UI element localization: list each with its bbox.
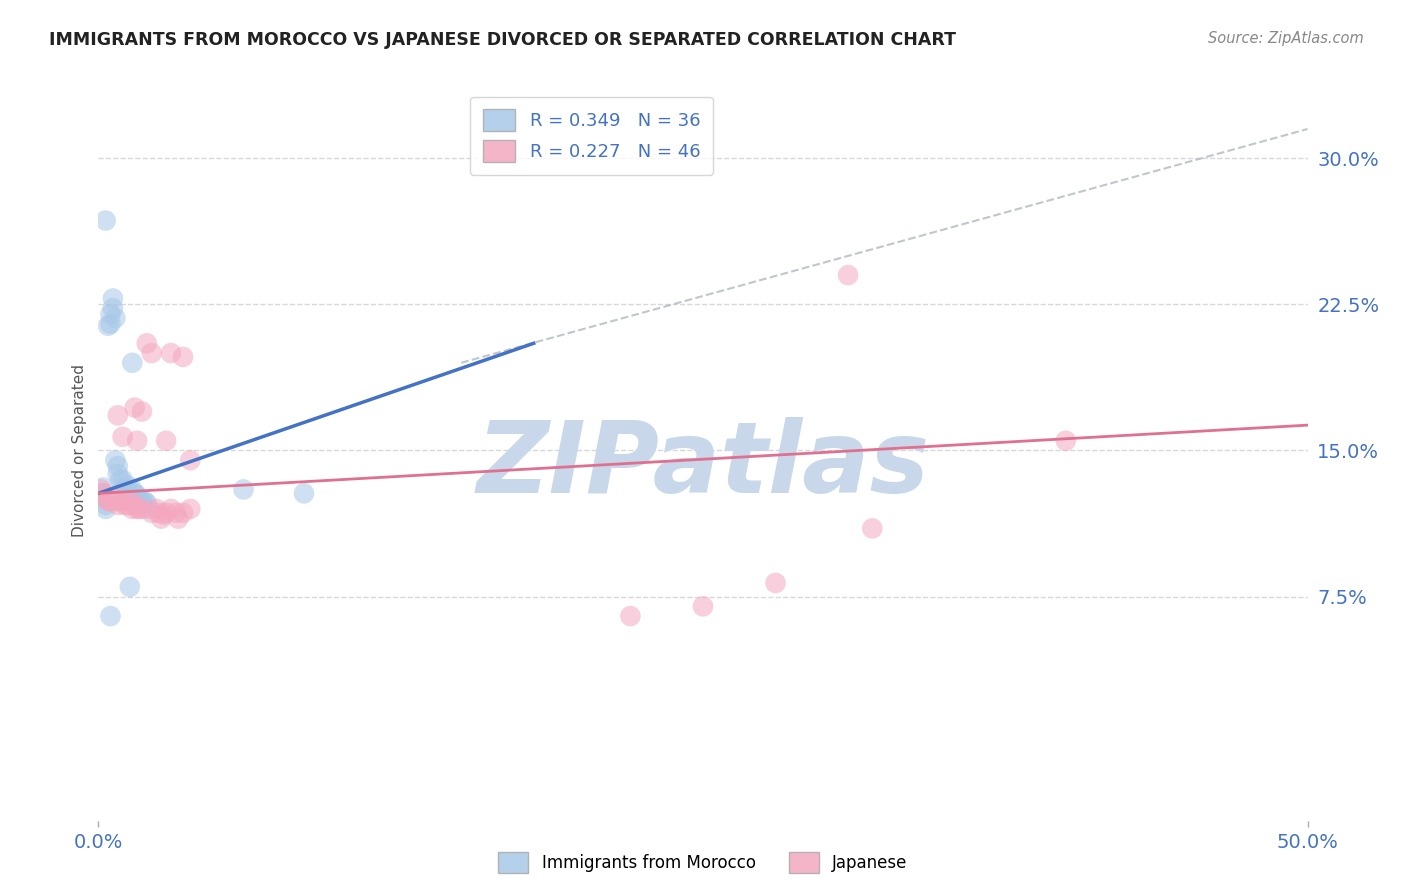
- Point: [121, 483, 143, 497]
- Point: [107, 458, 129, 473]
- Point: [111, 430, 134, 444]
- Point: [114, 498, 136, 512]
- Legend: R = 0.349   N = 36, R = 0.227   N = 46: R = 0.349 N = 36, R = 0.227 N = 46: [470, 96, 713, 175]
- Point: [141, 506, 163, 520]
- Text: ZIPatlas: ZIPatlas: [477, 417, 929, 514]
- Point: [232, 483, 254, 497]
- Point: [138, 502, 160, 516]
- Point: [860, 521, 883, 535]
- Point: [94, 502, 117, 516]
- Point: [179, 453, 201, 467]
- Point: [100, 317, 122, 331]
- Point: [165, 506, 187, 520]
- Point: [91, 486, 114, 500]
- Point: [155, 434, 177, 448]
- Point: [131, 494, 153, 508]
- Point: [127, 488, 149, 502]
- Legend: Immigrants from Morocco, Japanese: Immigrants from Morocco, Japanese: [492, 846, 914, 880]
- Point: [97, 492, 120, 507]
- Point: [117, 486, 139, 500]
- Text: IMMIGRANTS FROM MOROCCO VS JAPANESE DIVORCED OR SEPARATED CORRELATION CHART: IMMIGRANTS FROM MOROCCO VS JAPANESE DIVO…: [49, 31, 956, 49]
- Point: [90, 483, 112, 497]
- Point: [121, 502, 143, 516]
- Point: [837, 268, 859, 282]
- Point: [91, 486, 114, 500]
- Point: [100, 494, 122, 508]
- Point: [135, 496, 157, 510]
- Point: [108, 494, 131, 508]
- Point: [160, 346, 183, 360]
- Point: [111, 473, 134, 487]
- Point: [111, 483, 134, 497]
- Point: [104, 494, 127, 508]
- Point: [121, 356, 143, 370]
- Point: [117, 498, 139, 512]
- Point: [127, 434, 149, 448]
- Point: [117, 478, 139, 492]
- Point: [128, 502, 150, 516]
- Point: [111, 494, 134, 508]
- Point: [1054, 434, 1077, 448]
- Point: [108, 473, 131, 487]
- Point: [100, 307, 122, 321]
- Point: [97, 318, 120, 333]
- Point: [101, 490, 124, 504]
- Point: [179, 502, 201, 516]
- Point: [124, 486, 146, 500]
- Point: [124, 401, 146, 415]
- Point: [124, 498, 146, 512]
- Point: [152, 508, 174, 522]
- Point: [135, 336, 157, 351]
- Point: [145, 502, 167, 516]
- Point: [107, 498, 129, 512]
- Point: [141, 346, 163, 360]
- Point: [765, 576, 787, 591]
- Point: [91, 480, 114, 494]
- Point: [114, 483, 136, 497]
- Point: [167, 511, 190, 525]
- Text: Source: ZipAtlas.com: Source: ZipAtlas.com: [1208, 31, 1364, 46]
- Point: [101, 301, 124, 316]
- Point: [148, 506, 170, 520]
- Point: [131, 404, 153, 418]
- Point: [97, 494, 120, 508]
- Point: [292, 486, 315, 500]
- Point: [127, 502, 149, 516]
- Point: [104, 310, 127, 325]
- Point: [94, 498, 117, 512]
- Point: [90, 490, 112, 504]
- Y-axis label: Divorced or Separated: Divorced or Separated: [72, 364, 87, 537]
- Point: [131, 502, 153, 516]
- Point: [107, 409, 129, 423]
- Point: [155, 506, 177, 520]
- Point: [134, 494, 156, 508]
- Point: [124, 492, 146, 507]
- Point: [94, 213, 117, 227]
- Point: [150, 511, 173, 525]
- Point: [104, 453, 127, 467]
- Point: [94, 492, 117, 507]
- Point: [160, 502, 183, 516]
- Point: [118, 580, 141, 594]
- Point: [118, 488, 141, 502]
- Point: [128, 492, 150, 507]
- Point: [107, 467, 129, 481]
- Point: [172, 506, 194, 520]
- Point: [692, 599, 714, 614]
- Point: [101, 292, 124, 306]
- Point: [172, 350, 194, 364]
- Point: [118, 494, 141, 508]
- Point: [100, 609, 122, 624]
- Point: [619, 609, 641, 624]
